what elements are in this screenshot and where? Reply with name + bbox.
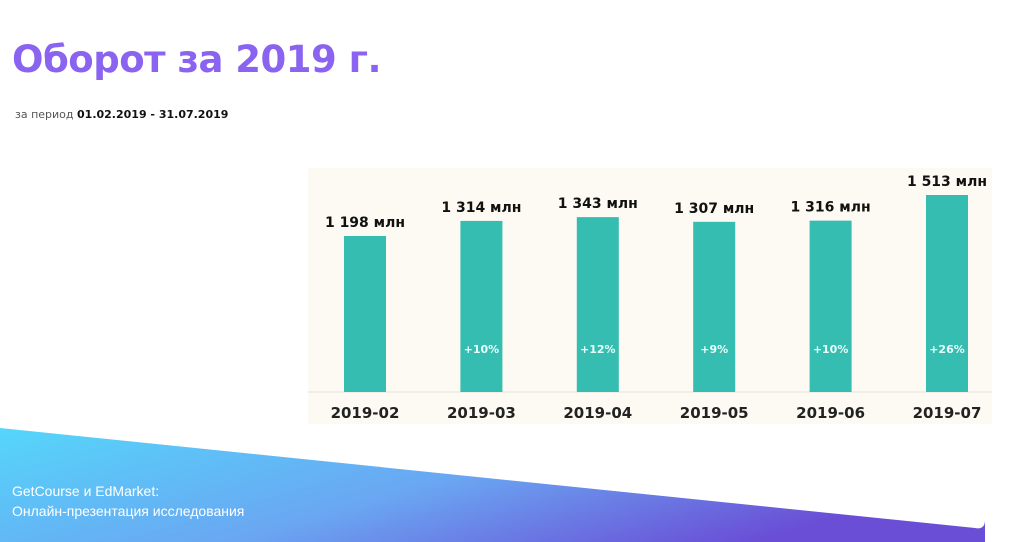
x-tick-label: 2019-05 xyxy=(680,404,749,422)
bar-value-label: 1 513 млн xyxy=(907,174,987,190)
bar-growth-label: +12% xyxy=(580,343,616,356)
bar-2019-02 xyxy=(344,236,386,392)
x-tick-label: 2019-02 xyxy=(331,404,400,422)
bar-2019-06 xyxy=(809,220,852,392)
period-range: 01.02.2019 - 31.07.2019 xyxy=(77,108,229,121)
bar-2019-05 xyxy=(693,221,736,392)
footer-line-1: GetCourse и EdMarket: xyxy=(12,483,160,499)
bar-2019-07 xyxy=(926,195,968,392)
bar-value-label: 1 316 млн xyxy=(791,200,871,216)
chart-panel xyxy=(308,168,992,424)
bar-2019-04 xyxy=(576,217,619,392)
revenue-bar-chart: 1 198 млн 2019-02 1 314 млн +10% 2019-03 1 34… xyxy=(308,168,992,424)
bar-growth-label: +26% xyxy=(929,343,965,356)
x-tick-label: 2019-06 xyxy=(796,404,865,422)
bar-2019-03 xyxy=(460,220,503,392)
page-title: Оборот за 2019 г. xyxy=(12,38,382,81)
bar-value-label: 1 307 млн xyxy=(674,201,754,217)
footer-line-2: Онлайн-презентация исследования xyxy=(12,503,245,519)
footer-gradient-shape xyxy=(0,428,985,542)
x-tick-label: 2019-04 xyxy=(563,404,632,422)
bar-growth-label: +10% xyxy=(813,343,849,356)
bar-value-label: 1 314 млн xyxy=(441,200,521,216)
bar-growth-label: +9% xyxy=(700,343,728,356)
bar-value-label: 1 343 млн xyxy=(558,196,638,212)
x-tick-label: 2019-03 xyxy=(447,404,516,422)
footer-banner xyxy=(0,428,985,542)
period-prefix: за период xyxy=(15,108,74,121)
bar-growth-label: +10% xyxy=(464,343,500,356)
x-tick-label: 2019-07 xyxy=(913,404,982,422)
period-subtitle: за период 01.02.2019 - 31.07.2019 xyxy=(15,108,228,121)
bar-value-label: 1 198 млн xyxy=(325,215,405,231)
